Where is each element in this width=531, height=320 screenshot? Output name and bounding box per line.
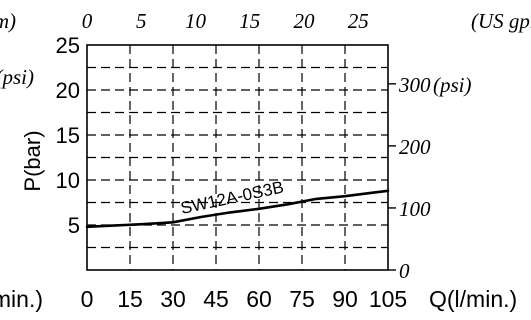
top-tick-label: 5 — [136, 9, 147, 33]
y-tick-label: 15 — [56, 123, 80, 148]
bottom-axis-label: Q(l/min.) — [429, 286, 517, 312]
grid-lines — [87, 45, 388, 270]
y-tick-label: 25 — [56, 33, 80, 58]
right-tick-label: 300 — [398, 73, 431, 97]
x-tick-label: 105 — [369, 286, 407, 312]
top-tick-label: 0 — [82, 9, 93, 33]
series-curve-sw12a-0s3b — [85, 189, 390, 229]
x-tick-label: 90 — [332, 286, 358, 312]
x-tick-label: 0 — [81, 286, 94, 312]
x-tick-label: 75 — [289, 286, 315, 312]
right-tick-label: 200 — [399, 135, 431, 159]
axis-ticks — [388, 83, 396, 271]
y-tick-label: 5 — [68, 213, 80, 238]
top-tick-label: 25 — [348, 9, 369, 33]
top-tick-label: 20 — [294, 9, 316, 33]
top-axis-unit-left: (US gpm) — [0, 9, 16, 33]
right-tick-label: 0 — [399, 259, 410, 283]
bottom-axis-label-left: Q(l/min.) — [0, 286, 43, 312]
x-tick-label: 15 — [117, 286, 143, 312]
left-psi-label: (psi) — [0, 65, 34, 89]
x-tick-label: 45 — [203, 286, 229, 312]
right-axis-unit: (psi) — [433, 73, 472, 97]
plot-frame — [86, 44, 389, 271]
top-axis-unit-right: (US gpm) — [471, 9, 531, 33]
x-tick-label: 30 — [160, 286, 186, 312]
y-axis-label: P(bar) — [20, 130, 45, 191]
y-tick-label: 10 — [56, 168, 80, 193]
top-tick-label: 10 — [185, 9, 207, 33]
top-tick-label: 15 — [239, 9, 260, 33]
x-tick-label: 60 — [246, 286, 272, 312]
y-tick-label: 20 — [56, 78, 80, 103]
right-tick-label: 100 — [399, 197, 431, 221]
